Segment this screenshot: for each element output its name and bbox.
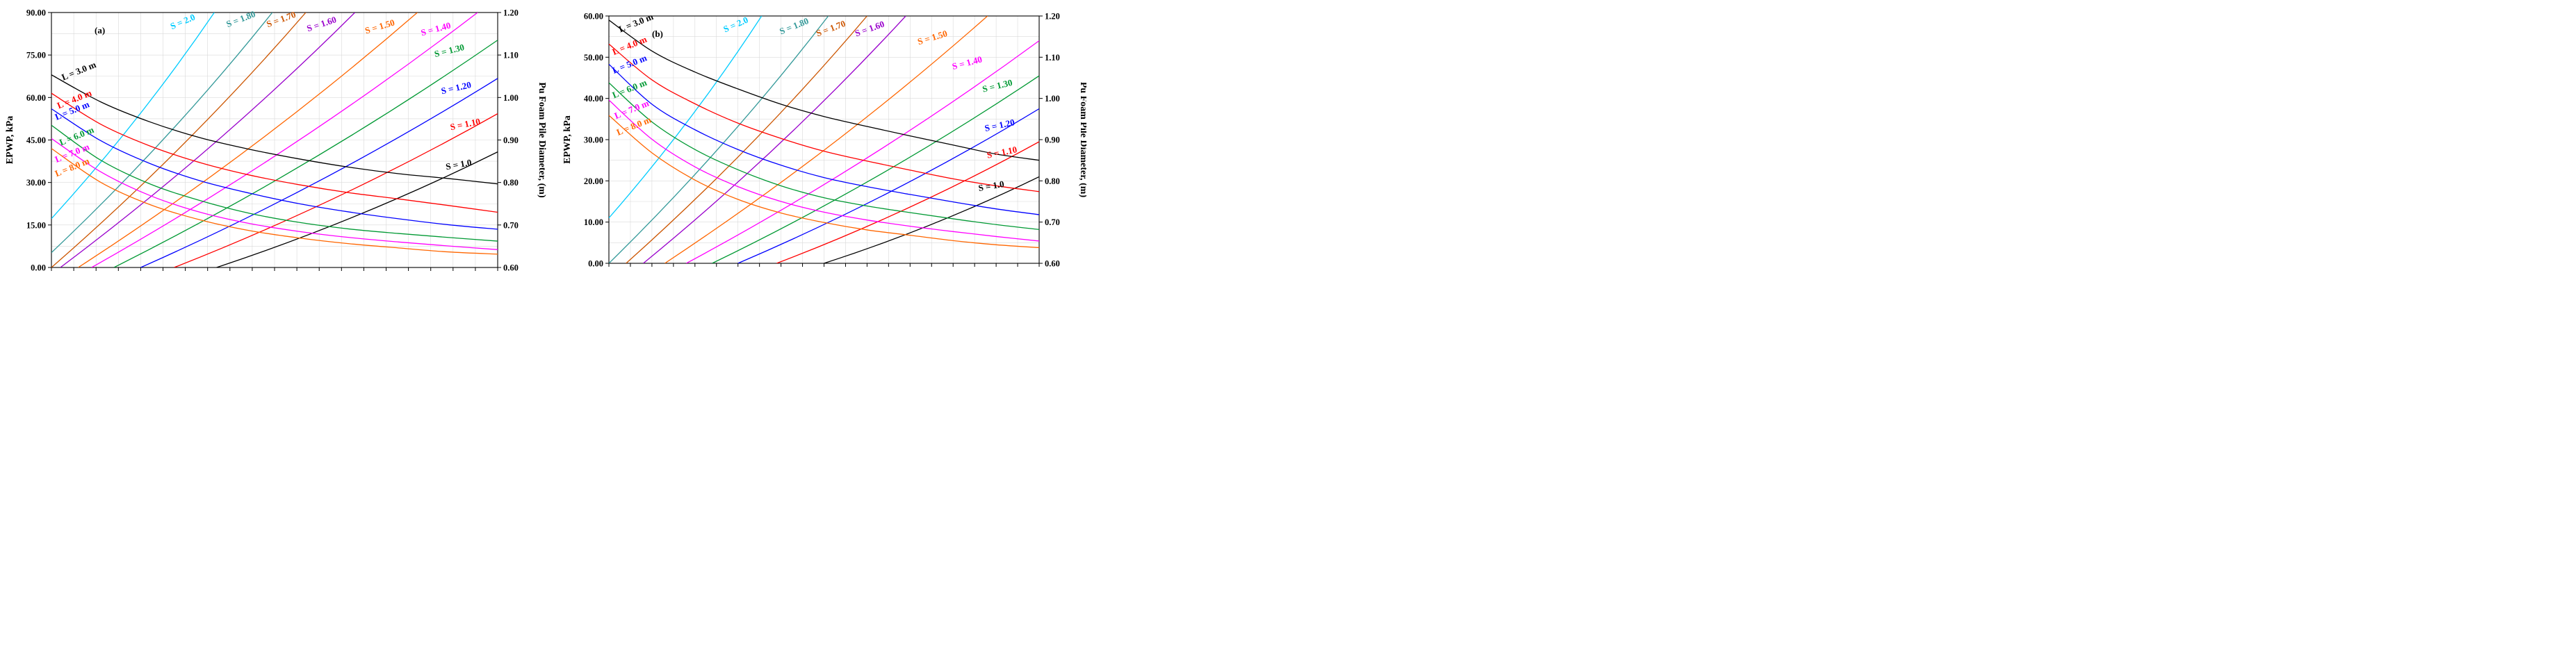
series-line-s-1.50 [78, 13, 418, 267]
series-label-s: S = 1.50 [364, 17, 396, 36]
series-line-s-1.70 [626, 16, 867, 263]
y-left-tick-label: 60.00 [26, 93, 46, 103]
series-line-s-1.0 [216, 151, 498, 267]
series-group [51, 13, 498, 267]
y-left-tick-label: 30.00 [584, 135, 603, 145]
series-line-s-1.10 [776, 141, 1039, 263]
y-right-tick-label: 0.90 [503, 135, 519, 145]
series-line-s-1.70 [51, 13, 307, 267]
series-curve-l-8.0 [609, 115, 1039, 249]
series-curve-l-4.0 [51, 92, 498, 213]
series-label-l: L = 3.0 m [617, 11, 655, 35]
y-left-axis-title: EPWP, kPa [562, 115, 573, 164]
series-label-s: S = 1.10 [986, 144, 1018, 160]
y-right-tick-label: 1.10 [503, 51, 519, 60]
series-label-s: S = 1.10 [449, 116, 481, 132]
series-line-s-1.20 [140, 78, 498, 267]
series-line-s-1.10 [174, 113, 498, 267]
series-label-s: S = 2.0 [722, 15, 749, 35]
y-right-tick-label: 1.00 [1045, 94, 1060, 104]
series-label-s: S = 1.0 [445, 157, 472, 172]
figure-canvas: 0.0015.0030.0045.0060.0075.0090.000.600.… [5, 8, 1086, 273]
chart-panel-a: 0.00 15.00 30.00 45.00 60.00 75.00 90.00 0.60 0.… [5, 8, 547, 273]
grid-lines [609, 16, 1039, 263]
y-left-tick-label: 10.00 [584, 217, 603, 227]
y-left-tick-label: 50.00 [584, 53, 603, 63]
series-curve-l-6.0 [609, 82, 1039, 230]
series-curve-l-7.0 [609, 99, 1039, 242]
y-right-tick-label: 0.70 [503, 220, 519, 230]
y-right-tick-label: 0.90 [1045, 135, 1060, 145]
series-line-s-1.80 [51, 13, 273, 254]
series-label-s: S = 1.30 [433, 42, 465, 59]
series-line-s-1.60 [60, 13, 356, 267]
y-right-tick-label: 0.60 [503, 263, 519, 273]
y-right-axis-title: Pu Foam Pile Diameter, (m) [537, 82, 547, 198]
series-line-s-1.60 [643, 16, 906, 263]
panel-label: (a) [95, 25, 105, 35]
series-line-s-2.0 [609, 16, 763, 219]
series-curve-l-3.0 [51, 74, 498, 185]
y-right-tick-label: 1.20 [503, 8, 519, 18]
y-right-tick-label: 1.20 [1045, 12, 1060, 22]
series-label-l: L = 3.0 m [60, 59, 97, 83]
y-right-tick-label: 1.10 [1045, 53, 1060, 63]
series-label-s: S = 1.70 [265, 9, 297, 29]
series-curve-l-8.0 [51, 148, 498, 255]
series-curve-l-5.0 [609, 63, 1039, 215]
panel-label: (b) [652, 28, 663, 39]
series-label-s: S = 1.70 [815, 18, 847, 38]
series-curve-l-6.0 [51, 124, 498, 242]
y-left-tick-label: 40.00 [584, 94, 603, 104]
series-line-s-1.0 [824, 176, 1039, 263]
y-right-axis-title: Pu Foam Pile Diameter, (m) [1078, 82, 1086, 198]
series-label-s: S = 1.40 [951, 54, 983, 72]
grid-lines [51, 13, 498, 267]
series-label-s: S = 1.60 [305, 14, 337, 33]
y-left-tick-label: 75.00 [26, 51, 46, 60]
series-curve-l-4.0 [609, 43, 1039, 192]
series-curve-l-7.0 [51, 138, 498, 250]
series-label-s: S = 1.30 [981, 77, 1013, 94]
series-line-s-1.50 [665, 16, 988, 263]
y-right-tick-label: 1.00 [503, 93, 519, 103]
series-group [609, 16, 1039, 263]
y-right-tick-label: 0.60 [1045, 259, 1060, 269]
y-left-tick-label: 90.00 [26, 8, 46, 18]
series-label-s: S = 1.60 [854, 19, 886, 39]
series-line-s-2.0 [51, 13, 215, 220]
y-left-tick-label: 60.00 [584, 12, 603, 22]
series-line-s-1.30 [712, 75, 1039, 263]
series-curve-l-5.0 [51, 108, 498, 230]
chart-panel-b: 0.00 10.00 20.00 30.00 40.00 50.00 60.00 0.60 0.… [562, 11, 1086, 269]
y-right-tick-label: 0.80 [1045, 176, 1060, 186]
series-line-s-1.40 [91, 13, 478, 267]
y-left-tick-label: 0.00 [31, 263, 46, 273]
y-left-axis-title: EPWP, kPa [5, 116, 15, 165]
series-label-s: S = 1.20 [440, 79, 472, 96]
series-curve-l-3.0 [609, 19, 1039, 161]
series-label-s: S = 1.0 [977, 179, 1004, 193]
y-left-tick-label: 20.00 [584, 176, 603, 186]
series-label-s: S = 1.80 [778, 15, 810, 36]
y-left-tick-label: 30.00 [26, 178, 46, 188]
series-label-s: S = 1.20 [984, 117, 1016, 133]
y-left-tick-label: 45.00 [26, 135, 46, 145]
series-line-s-1.40 [686, 40, 1039, 263]
series-label-s: S = 1.50 [916, 28, 948, 47]
y-left-tick-label: 0.00 [588, 259, 603, 269]
y-right-tick-label: 0.70 [1045, 217, 1060, 227]
y-right-tick-label: 0.80 [503, 178, 519, 188]
series-label-s: S = 2.0 [169, 12, 197, 32]
y-left-tick-label: 15.00 [26, 220, 46, 230]
